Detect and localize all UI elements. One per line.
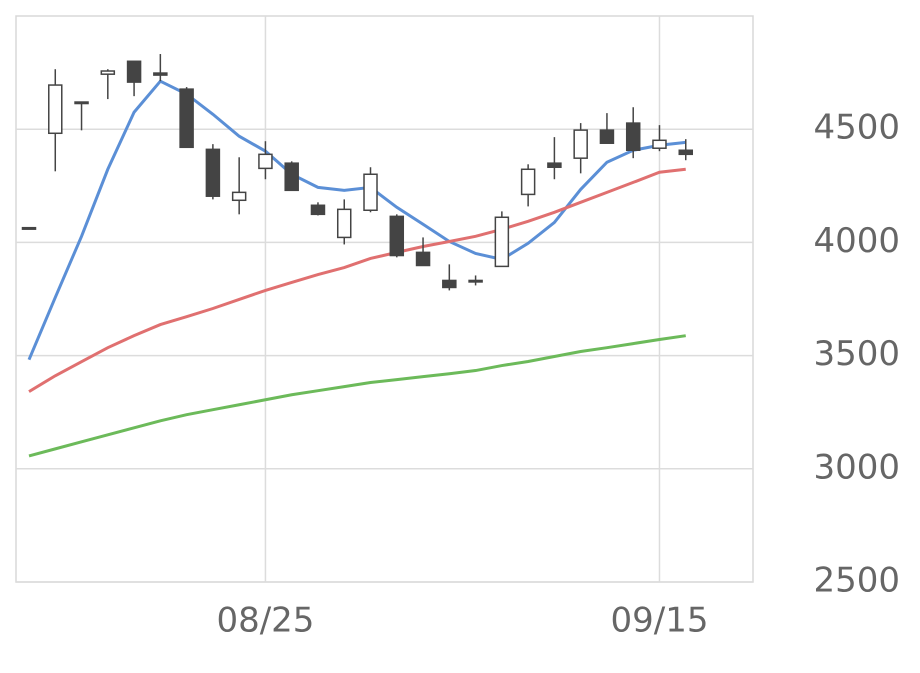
y-tick-label: 2500: [813, 561, 900, 601]
candle-body: [205, 148, 221, 197]
x-tick-label: 09/15: [610, 601, 708, 641]
candle-body: [284, 162, 299, 192]
candle-body: [415, 251, 431, 267]
candle-body: [258, 153, 273, 170]
y-tick-label: 4500: [813, 108, 900, 148]
y-tick-label: 4000: [813, 221, 900, 261]
candle-body: [363, 173, 378, 212]
y-tick-label: 3500: [813, 334, 900, 374]
candle-body: [468, 279, 483, 283]
candle-body: [652, 139, 667, 149]
candle-body: [389, 215, 405, 257]
candle-body: [126, 60, 142, 83]
candle-body: [442, 279, 457, 289]
labels: 2500 3000 3500 4000 4500 08/25 09/15: [216, 108, 900, 641]
candle-body: [573, 129, 588, 159]
candle-body: [179, 88, 194, 149]
candle-body: [100, 70, 116, 75]
candle-body: [494, 216, 510, 268]
candle-body: [310, 204, 326, 216]
candle-body: [678, 149, 693, 156]
lines: [27, 79, 686, 458]
moving-average-line: [28, 167, 686, 393]
candle-body: [599, 129, 615, 144]
candle-body: [48, 84, 63, 135]
candle-body: [21, 226, 37, 230]
x-tick-label: 08/25: [216, 601, 314, 641]
candle-body: [153, 72, 168, 76]
moving-average-line: [27, 79, 686, 361]
candle-body: [547, 162, 562, 168]
candle-body: [520, 168, 536, 196]
grid: [16, 16, 753, 583]
candle-body: [625, 122, 641, 152]
candles: [21, 54, 693, 291]
candle-body: [74, 101, 89, 105]
moving-average-line: [28, 334, 686, 458]
candle-body: [231, 191, 247, 202]
plot-frame: [15, 15, 754, 583]
candle-body: [336, 208, 352, 239]
y-tick-label: 3000: [813, 447, 900, 487]
